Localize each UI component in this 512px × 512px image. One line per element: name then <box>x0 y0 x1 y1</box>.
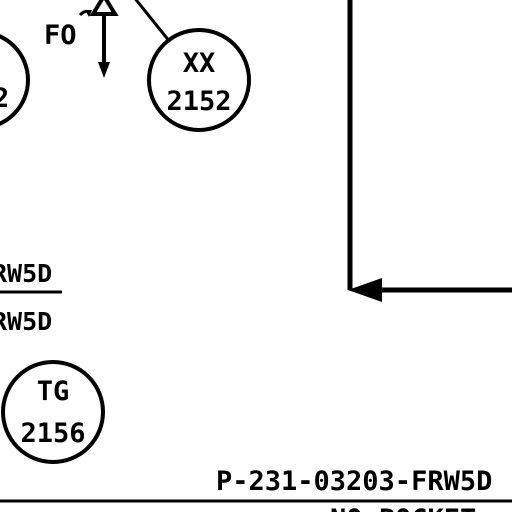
leader-line <box>134 0 172 43</box>
instrument-circle <box>1 360 105 464</box>
bottom-cut-text: NO POCKET <box>330 504 476 512</box>
instrument-code: XX <box>183 48 216 79</box>
instrument-bubble-xx-2152: XX 2152 <box>147 28 251 132</box>
valve-body-fragment <box>89 0 119 16</box>
instrument-bubble-tg-2156: TG 2156 <box>1 360 105 464</box>
line-number-label: P-231-03203-FRW5D <box>216 466 492 497</box>
side-label-lower: RW5D <box>0 307 52 336</box>
fail-arrowhead-icon <box>85 10 92 17</box>
instrument-circle <box>0 34 30 126</box>
side-label-upper: RW5D <box>0 259 52 288</box>
fail-open-label: FO <box>44 20 77 51</box>
instrument-code: TG <box>37 376 70 407</box>
instrument-bubble-left-partial: 2 <box>0 34 30 126</box>
down-arrow-icon <box>98 62 110 78</box>
flow-arrow-icon <box>348 278 382 302</box>
instrument-number: 2156 <box>20 418 85 449</box>
instrument-circle <box>147 28 251 132</box>
valve-fragment: FO <box>44 0 119 78</box>
instrument-number: 2 <box>0 83 9 114</box>
instrument-number: 2152 <box>166 86 231 117</box>
side-labels: RW5D RW5D <box>0 259 62 336</box>
process-line <box>347 0 512 302</box>
